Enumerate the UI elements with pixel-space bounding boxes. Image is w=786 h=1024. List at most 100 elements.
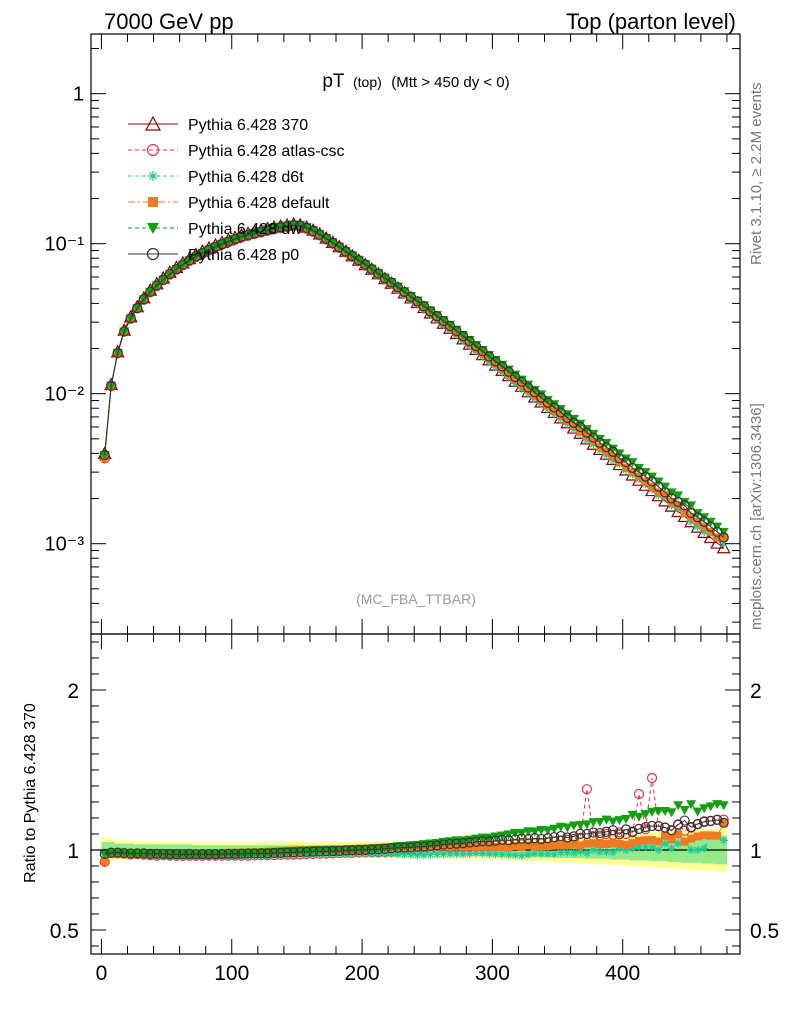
ratio-data-point xyxy=(164,849,175,860)
ratio-data-point xyxy=(269,847,280,859)
ratio-data-point xyxy=(620,814,631,824)
data-point xyxy=(588,432,599,443)
ratio-data-point xyxy=(550,850,559,859)
ratio-data-point xyxy=(419,851,428,860)
series-line xyxy=(104,223,725,533)
ratio-data-point xyxy=(635,842,644,851)
ratio-data-point xyxy=(490,835,501,846)
data-point xyxy=(164,268,175,280)
data-point xyxy=(659,487,671,498)
data-point xyxy=(269,223,280,234)
data-point xyxy=(497,361,508,372)
data-point xyxy=(621,463,630,472)
ratio-data-point xyxy=(659,822,671,833)
ratio-data-point xyxy=(458,836,469,846)
ratio-data-point xyxy=(426,850,435,859)
ratio-data-point xyxy=(692,807,703,817)
legend-marker xyxy=(147,223,159,234)
ratio-data-point xyxy=(582,849,591,858)
ratio-data-point xyxy=(459,842,468,851)
ratio-data-point xyxy=(138,848,149,859)
ratio-data-point xyxy=(647,807,658,817)
ratio-data-point xyxy=(621,840,630,849)
ratio-data-point xyxy=(510,828,521,838)
main-y-tick-label: 10⁻² xyxy=(45,384,85,406)
series-line xyxy=(104,223,724,538)
data-point xyxy=(301,222,312,233)
ratio-data-point xyxy=(510,834,521,845)
ratio-data-point xyxy=(314,846,325,857)
ratio-data-point xyxy=(445,837,456,847)
ratio-data-point xyxy=(562,823,573,833)
series-line xyxy=(104,225,725,538)
ratio-data-point xyxy=(517,851,526,860)
ratio-data-point xyxy=(216,848,228,860)
ratio-data-point xyxy=(484,833,495,843)
ratio-data-point xyxy=(705,802,716,812)
ratio-data-point xyxy=(640,822,651,833)
data-point xyxy=(119,326,130,337)
data-point xyxy=(373,268,384,279)
ratio-data-point xyxy=(718,817,729,828)
ratio-data-point xyxy=(446,842,455,851)
ratio-data-point xyxy=(347,845,358,856)
main-y-tick-label: 10⁻¹ xyxy=(45,234,85,256)
ratio-data-point xyxy=(523,834,534,845)
ratio-data-point xyxy=(589,846,598,854)
ratio-data-point xyxy=(457,838,469,849)
ratio-data-point xyxy=(563,841,572,850)
data-point xyxy=(516,376,527,387)
legend-label: Pythia 6.428 dw xyxy=(188,221,302,238)
ratio-data-point xyxy=(491,850,500,859)
ratio-data-point xyxy=(255,848,267,859)
data-point xyxy=(288,220,299,231)
ratio-data-point xyxy=(438,837,449,847)
ratio-data-point xyxy=(360,844,371,855)
ratio-data-point xyxy=(529,827,540,837)
ratio-ticks-layer: 0.5 0.5 1 1 2 2 0 100 200 300 400 xyxy=(50,634,779,985)
ratio-data-point xyxy=(667,835,676,844)
ratio-data-point xyxy=(465,842,474,851)
ratio-y-tick-label: 1 xyxy=(67,840,79,863)
series-line xyxy=(104,225,725,545)
ratio-data-point xyxy=(615,839,624,848)
ratio-data-point xyxy=(530,842,539,851)
data-point xyxy=(490,356,501,367)
ratio-data-point xyxy=(620,824,632,835)
ratio-data-point xyxy=(674,839,683,848)
legend-label: Pythia 6.428 d6t xyxy=(188,169,304,186)
data-point xyxy=(236,231,247,242)
data-point xyxy=(223,236,234,247)
ratio-data-point xyxy=(530,849,539,858)
ratio-data-point xyxy=(340,845,351,856)
legend-label: Pythia 6.428 p0 xyxy=(188,247,299,264)
ratio-data-point xyxy=(594,827,606,839)
ratio-data-point xyxy=(686,800,697,810)
data-point xyxy=(620,456,632,468)
ratio-data-point xyxy=(614,816,625,826)
data-point xyxy=(693,522,702,531)
ratio-data-point xyxy=(543,842,552,850)
data-point xyxy=(706,527,715,536)
ratio-data-point xyxy=(504,850,513,859)
data-point xyxy=(504,370,513,379)
ratio-data-point xyxy=(648,842,657,851)
ratio-data-point xyxy=(634,812,645,822)
legend-marker xyxy=(148,171,158,181)
data-point xyxy=(700,527,709,536)
ratio-data-point xyxy=(249,848,260,859)
ratio-data-point xyxy=(516,833,527,844)
ratio-data-point xyxy=(106,847,117,858)
data-point xyxy=(138,294,149,305)
data-point xyxy=(615,458,624,467)
x-tick-label: 0 xyxy=(96,962,108,985)
data-point xyxy=(418,301,430,312)
ratio-data-point xyxy=(171,849,182,860)
ratio-y-tick-label: 2 xyxy=(67,680,79,703)
ratio-data-point xyxy=(562,832,573,843)
data-point xyxy=(581,427,592,438)
ratio-data-point xyxy=(640,810,651,820)
ratio-data-point xyxy=(627,826,638,837)
ratio-data-point xyxy=(472,849,481,858)
